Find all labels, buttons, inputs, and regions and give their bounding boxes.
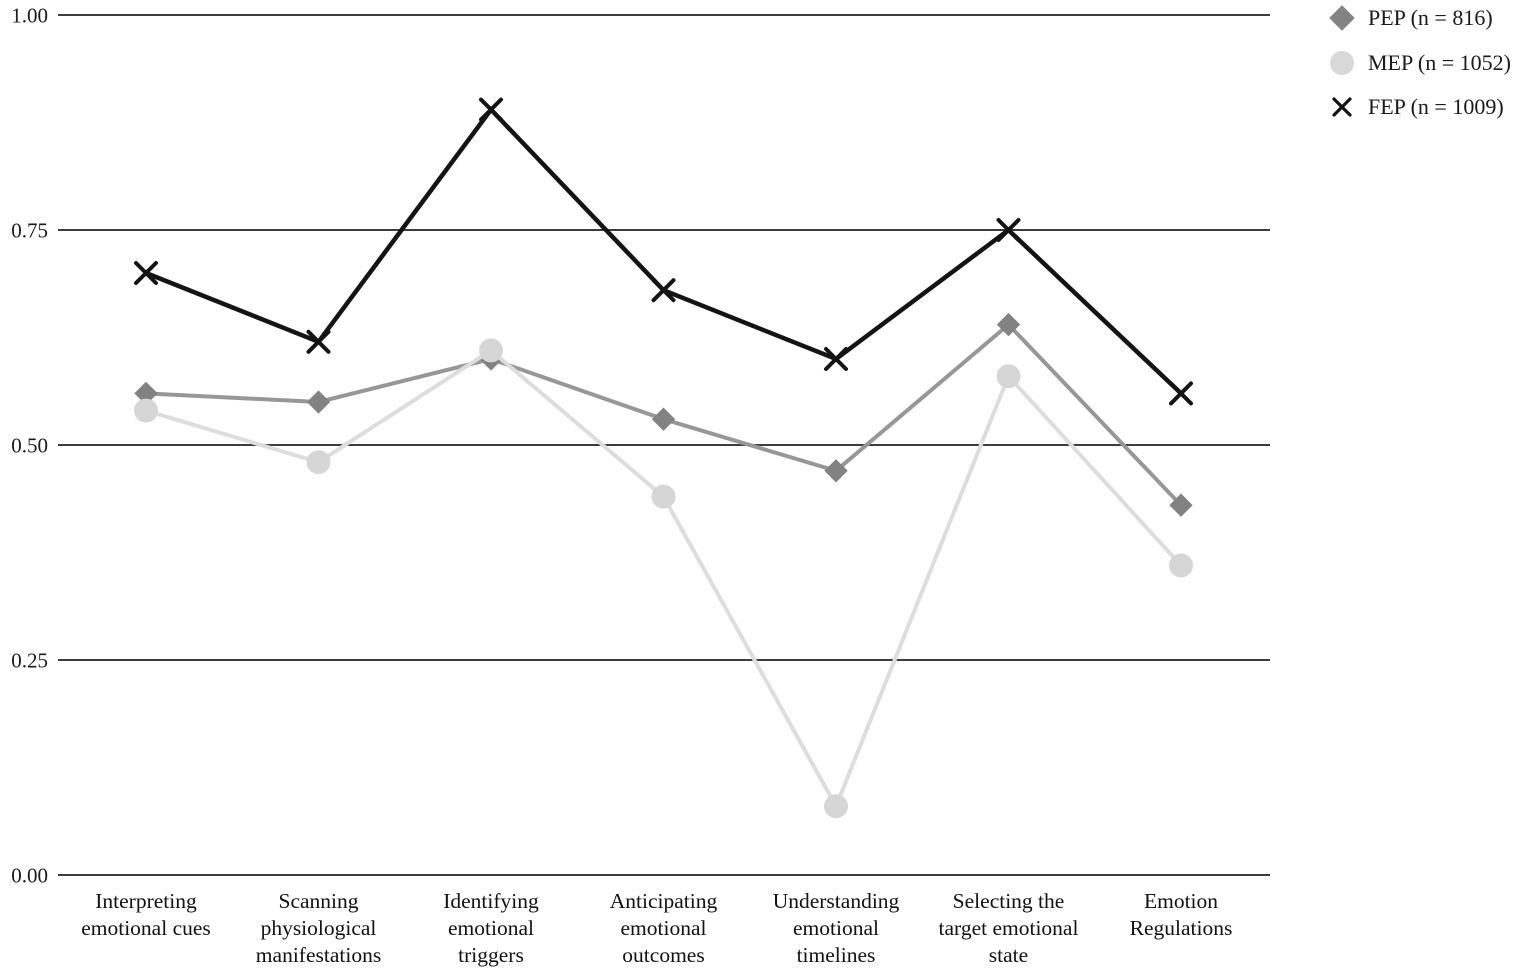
fep-marker bbox=[479, 97, 503, 122]
pep-marker bbox=[1169, 493, 1193, 517]
x-axis-category-label: Identifying emotional triggers bbox=[443, 889, 539, 967]
mep-marker bbox=[824, 794, 848, 819]
pep-marker bbox=[134, 381, 158, 406]
fep-marker bbox=[306, 329, 331, 354]
mep-marker bbox=[651, 484, 676, 509]
pep-marker bbox=[824, 459, 848, 483]
legend-label-mep: MEP (n = 1052) bbox=[1368, 49, 1511, 75]
fep-marker bbox=[824, 347, 848, 371]
pep-diamond-icon bbox=[1329, 5, 1355, 31]
legend-marker-cell bbox=[1316, 96, 1368, 118]
fep-marker bbox=[651, 278, 676, 303]
x-axis-category-label: Scanning physiological manifestations bbox=[256, 889, 381, 967]
legend-item-pep: PEP (n = 816) bbox=[1316, 0, 1511, 41]
legend-item-fep: FEP (n = 1009) bbox=[1316, 85, 1511, 130]
pep-marker bbox=[996, 312, 1021, 337]
y-tick-label: 0.75 bbox=[11, 219, 48, 243]
fep-marker bbox=[996, 218, 1021, 242]
legend-label-fep: FEP (n = 1009) bbox=[1368, 94, 1504, 120]
x-axis-category-label: Selecting the target emotional state bbox=[939, 889, 1079, 967]
legend-marker-cell bbox=[1316, 5, 1368, 31]
chart-legend: PEP (n = 816) MEP (n = 1052) FEP (n = 10… bbox=[1316, 0, 1511, 130]
mep-marker bbox=[134, 398, 158, 423]
mep-marker bbox=[479, 338, 503, 363]
pep-marker bbox=[651, 407, 676, 431]
fep-x-icon bbox=[1332, 97, 1352, 117]
fep-line bbox=[145, 106, 1183, 396]
mep-marker bbox=[306, 450, 331, 475]
mep-circle-icon bbox=[1330, 50, 1354, 75]
fep-marker bbox=[1169, 381, 1193, 406]
x-axis-category-label: Interpreting emotional cues bbox=[81, 889, 211, 940]
y-tick-label: 1.00 bbox=[11, 4, 48, 28]
x-axis-category-label: Understanding emotional timelines bbox=[773, 889, 900, 967]
pep-marker bbox=[306, 390, 331, 414]
legend-label-pep: PEP (n = 816) bbox=[1368, 5, 1493, 31]
mep-marker bbox=[1169, 553, 1193, 578]
mep-marker bbox=[996, 364, 1021, 389]
y-tick-label: 0.25 bbox=[11, 649, 48, 673]
legend-item-mep: MEP (n = 1052) bbox=[1316, 41, 1511, 86]
x-axis-category-label: Emotion Regulations bbox=[1130, 889, 1233, 940]
x-axis-category-label: Anticipating emotional outcomes bbox=[610, 889, 718, 967]
y-tick-label: 0.00 bbox=[11, 864, 48, 888]
y-tick-label: 0.50 bbox=[11, 434, 48, 458]
fep-marker bbox=[134, 261, 158, 285]
legend-marker-cell bbox=[1316, 50, 1368, 75]
